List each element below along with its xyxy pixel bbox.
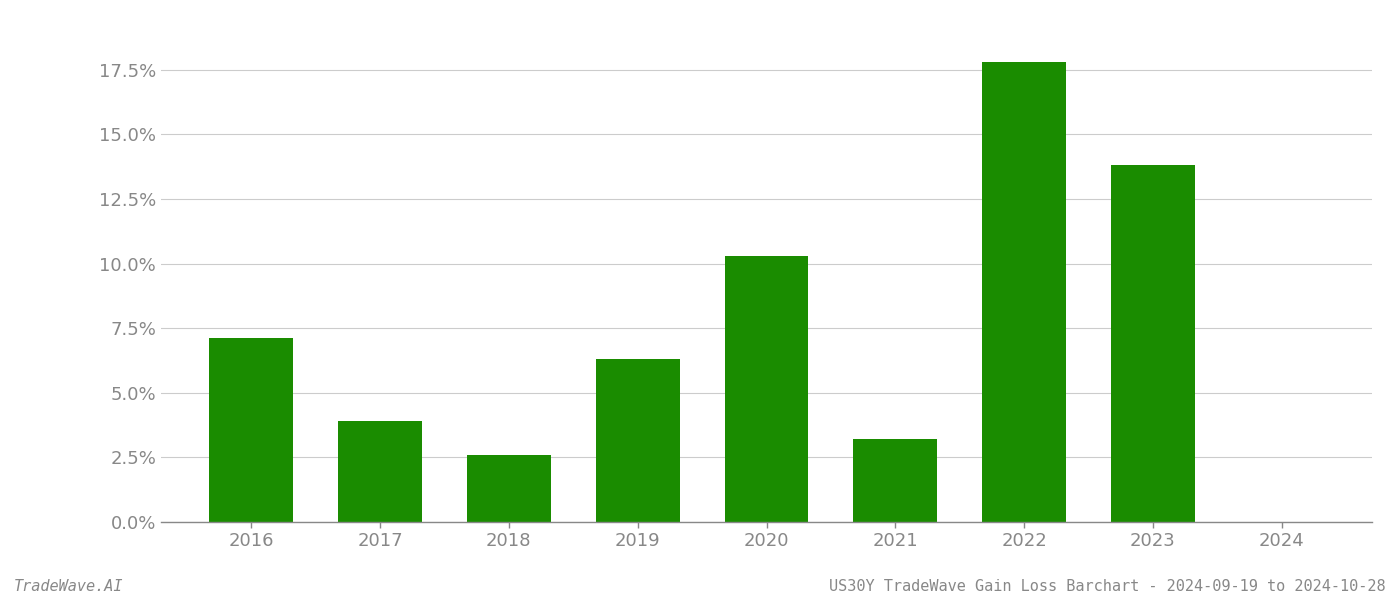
Bar (983, 62, 1065, 522)
Bar (854, 439, 937, 522)
Bar (468, 455, 550, 522)
Bar (1112, 166, 1194, 522)
Text: US30Y TradeWave Gain Loss Barchart - 2024-09-19 to 2024-10-28: US30Y TradeWave Gain Loss Barchart - 202… (829, 579, 1386, 594)
Text: TradeWave.AI: TradeWave.AI (14, 579, 123, 594)
Bar (725, 256, 808, 522)
Bar (210, 338, 293, 522)
Bar (339, 421, 421, 522)
Bar (596, 359, 679, 522)
